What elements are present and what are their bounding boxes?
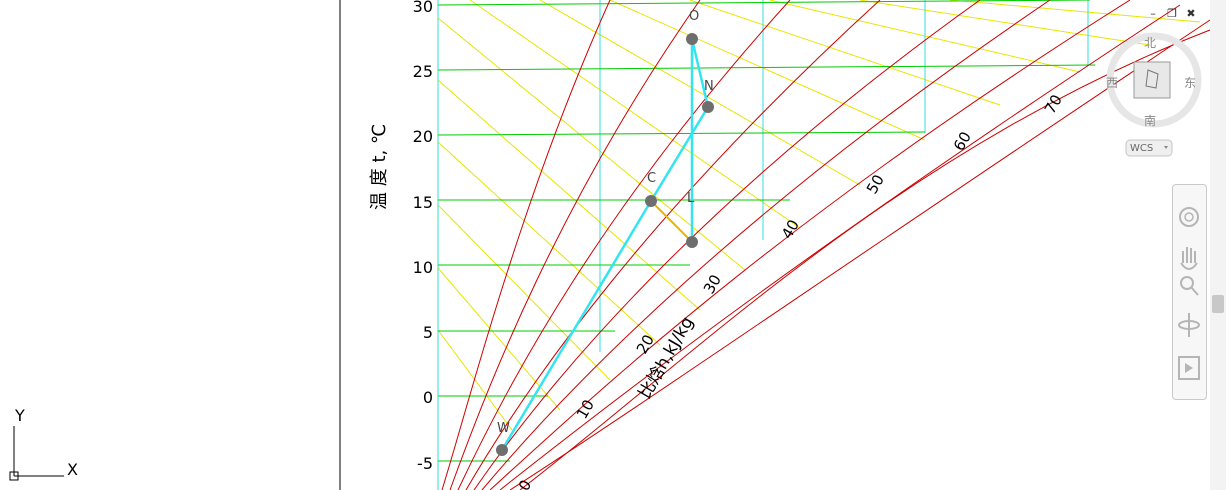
enthalpy-tick-60: 60 [950,128,975,154]
enthalpy-line [437,204,611,381]
navigation-bar [1172,184,1207,400]
enthalpy-line [689,0,1001,106]
isotherm-line [437,131,926,136]
enthalpy-line [609,0,926,141]
state-points [496,33,714,456]
compass-east[interactable]: 东 [1184,76,1197,90]
enthalpy-tick-70: 70 [1041,91,1066,117]
viewcube-top-face[interactable] [1133,61,1171,99]
point-label-n: N [704,79,714,94]
rh-curve [473,0,981,490]
enthalpy-lines [437,0,1201,431]
rh-curve [449,0,701,490]
wcs-menu-box[interactable] [1125,139,1173,157]
relative-humidity-curves [441,0,1211,490]
rh-curve [441,0,611,490]
rh-curve [457,0,791,490]
ucs-x-label: X [67,460,78,479]
y-tick-5: 5 [423,323,433,342]
enthalpy-axis-label: 比焓h,kJ/kg [635,313,698,402]
state-point-l[interactable] [686,236,698,248]
enthalpy-line [539,0,861,186]
enthalpy-line [437,267,561,411]
zoom-handle [1190,286,1199,296]
zoom-icon[interactable] [1180,276,1194,290]
play-icon [1185,363,1193,373]
enthalpy-line [859,0,1151,46]
y-tick-30: 30 [413,0,433,16]
minimize-button[interactable]: – [1150,7,1156,20]
moisture-lines [437,0,1089,490]
viewcube[interactable]: 北 南 西 东 WCS [1098,22,1210,162]
enthalpy-line [437,141,661,346]
steering-wheel-icon[interactable] [1179,207,1199,227]
state-point-w[interactable] [496,444,508,456]
process-line-w-c [500,200,653,451]
enthalpy-line [949,0,1201,23]
rh-curve-saturation [519,29,1211,490]
compass-north[interactable]: 北 [1144,36,1157,50]
state-point-c[interactable] [645,195,657,207]
process-line-c-l [650,200,693,243]
wcs-label: WCS [1130,143,1154,154]
close-button[interactable]: ✖ [1186,7,1196,20]
enthalpy-tick-20: 20 [633,331,658,357]
enthalpy-line [437,329,513,431]
vertical-scrollbar[interactable] [1210,0,1226,490]
pan-icon[interactable] [1180,247,1198,270]
state-point-n[interactable] [702,101,714,113]
enthalpy-tick-10: 10 [573,396,598,422]
point-label-l: L [687,191,695,206]
steering-wheel-hub [1184,212,1194,222]
state-point-o[interactable] [686,33,698,45]
chevron-down-icon [1164,146,1168,149]
enthalpy-tick-40: 40 [778,216,803,242]
process-line-c-n [649,106,710,202]
process-line-n-o [690,38,710,108]
point-label-c: C [647,171,656,186]
y-tick-15: 15 [413,193,433,212]
compass-south[interactable]: 南 [1144,114,1157,128]
isotherm-line [437,0,1091,6]
ucs-icon [9,426,64,481]
enthalpy-tick-0: 0 [515,477,535,490]
rh-curve [465,0,881,490]
scrollbar-thumb[interactable] [1212,295,1224,313]
y-tick-0: 0 [423,388,433,407]
process-lines [500,38,710,451]
y-tick-20: 20 [413,127,433,146]
rh-curve [489,0,1131,490]
enthalpy-line [437,17,746,271]
rh-curve [481,0,1051,490]
enthalpy-tick-50: 50 [863,171,888,197]
enthalpy-line [469,0,801,229]
rh-curve [499,4,1181,490]
viewcube-compass-ring[interactable] [1106,32,1202,128]
y-axis-ticks: 30 25 20 15 10 5 0 -5 [413,0,433,473]
showmotion-icon[interactable] [1178,356,1200,380]
enthalpy-tick-30: 30 [700,271,725,297]
isotherm-line [437,64,1096,71]
point-labels: O N C L W [497,9,714,436]
point-label-o: O [689,9,699,24]
y-tick-minus-5: -5 [417,454,433,473]
point-label-w: W [497,421,510,436]
compass-west[interactable]: 西 [1106,76,1119,90]
y-tick-25: 25 [413,62,433,81]
ucs-y-label: Y [14,406,25,425]
enthalpy-line [437,79,701,311]
house-icon [1145,69,1159,89]
y-axis-label: 温 度 t, ℃ [369,124,390,210]
restore-button[interactable]: ❐ [1167,7,1177,20]
ucs-origin-box [9,471,19,481]
y-tick-10: 10 [413,258,433,277]
rh-curve [509,19,1211,490]
